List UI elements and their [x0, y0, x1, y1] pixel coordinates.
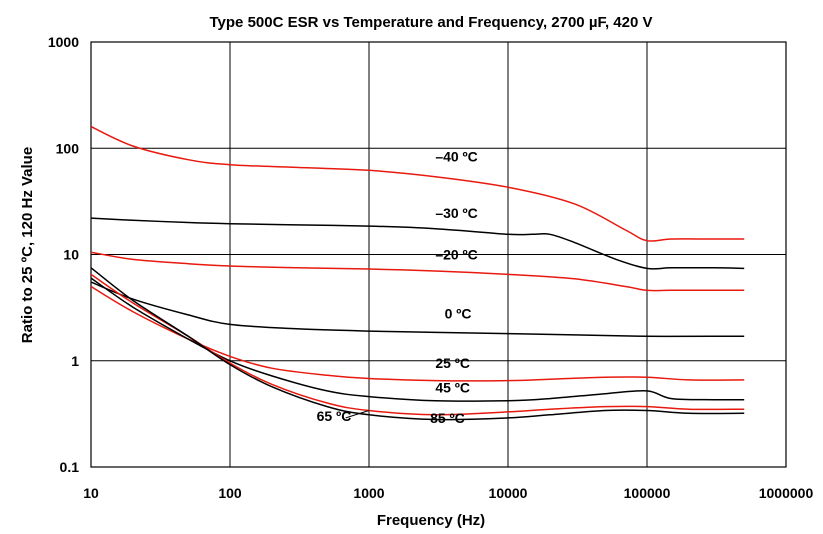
x-tick-label: 100: [218, 485, 242, 501]
curve-label-minus-20c: –20 ºC: [435, 246, 477, 262]
series-line-minus-20c: [90, 251, 745, 292]
curve-label-0c: 0 ºC: [445, 305, 472, 321]
y-tick-label: 1000: [48, 34, 79, 50]
series-line-minus-40c: [90, 125, 745, 242]
x-tick-label: 10: [83, 485, 99, 501]
curve-label-65c: 65 ºC: [317, 408, 352, 424]
y-axis-label: Ratio to 25 ºC, 120 Hz Value: [19, 147, 36, 343]
curve-label-85c: 85 ºC: [430, 410, 465, 426]
series-line-25c: [90, 285, 745, 382]
curve-label-25c: 25 ºC: [435, 355, 470, 371]
y-tick-label: 100: [56, 140, 80, 156]
x-tick-label: 1000000: [759, 485, 814, 501]
y-tick-label: 10: [63, 247, 79, 263]
x-tick-label: 1000: [353, 485, 384, 501]
curve-label-45c: 45 ºC: [435, 380, 470, 396]
curve-label-minus-40c: –40 ºC: [435, 149, 477, 165]
y-tick-label: 1: [71, 353, 79, 369]
chart-title: Type 500C ESR vs Temperature and Frequen…: [210, 14, 653, 31]
plot-frame: [90, 41, 787, 468]
y-tick-label: 0.1: [60, 459, 80, 475]
leader-line-65c: [345, 410, 370, 419]
x-tick-label: 10000: [489, 485, 528, 501]
series-line-0c: [90, 281, 745, 338]
series-line-minus-30c: [90, 217, 745, 270]
x-axis-label: Frequency (Hz): [377, 512, 485, 529]
series-line-45c: [90, 277, 745, 402]
series-line-65c: [90, 273, 745, 416]
curve-label-minus-30c: –30 ºC: [435, 205, 477, 221]
x-tick-label: 100000: [624, 485, 671, 501]
series-line-85c: [90, 267, 745, 421]
